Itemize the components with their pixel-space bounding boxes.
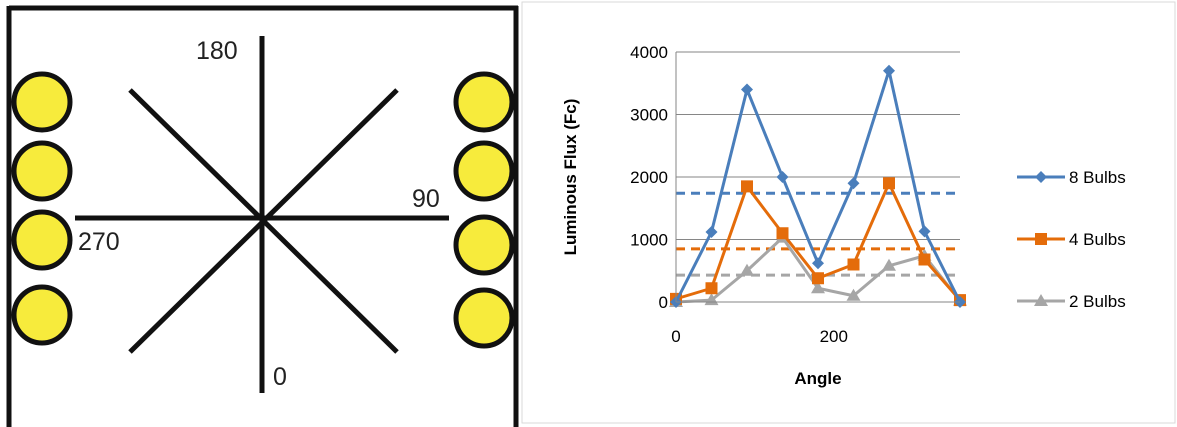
y-tick-label-4000: 4000	[630, 43, 668, 62]
axes-layer: 0 1000 2000 3000 4000 0 200	[630, 43, 960, 346]
x-tick-label-0: 0	[671, 327, 680, 346]
data-point-1-2	[741, 180, 753, 193]
data-point-0-1	[705, 226, 718, 238]
angle-label-0: 0	[273, 363, 287, 391]
legend-label-0: 8 Bulbs	[1069, 168, 1126, 187]
data-point-2-2	[740, 263, 754, 276]
bulb-right-2	[453, 140, 515, 202]
y-tick-label-0: 0	[659, 293, 668, 312]
bulb-left-1	[11, 71, 73, 133]
chart-frame	[521, 1, 1176, 424]
data-point-1-5	[847, 258, 860, 271]
bulb-left-2	[11, 140, 73, 202]
y-tick-label-2000: 2000	[630, 168, 668, 187]
angle-label-90: 90	[412, 185, 440, 213]
bulb-left-4	[11, 284, 73, 346]
data-point-0-5	[847, 177, 860, 190]
legend-marker-2	[1034, 294, 1048, 306]
data-point-1-4	[812, 272, 824, 285]
data-point-1-1	[705, 282, 718, 295]
data-point-2-5	[846, 288, 861, 301]
bulb-right-4	[453, 287, 515, 349]
bulb-right-1	[453, 71, 515, 133]
legend-marker-0	[1035, 171, 1047, 183]
legend-label-1: 4 Bulbs	[1069, 230, 1126, 249]
axis-line-diagonal-b	[128, 88, 399, 354]
x-axis-title: Angle	[794, 369, 841, 388]
data-point-0-4	[812, 257, 824, 270]
data-point-2-6	[882, 258, 896, 271]
legend-label-2: 2 Bulbs	[1069, 292, 1126, 311]
x-tick-label-200: 200	[820, 327, 848, 346]
data-point-1-7	[918, 253, 931, 266]
chart-legend: 8 Bulbs 4 Bulbs 2 Bulbs	[1017, 168, 1126, 311]
bulb-right-3	[453, 214, 515, 276]
data-point-2-4	[811, 281, 825, 294]
data-point-1-3	[776, 227, 789, 240]
y-tick-label-3000: 3000	[630, 106, 668, 125]
chart-panel: 0 1000 2000 3000 4000 0 200 Luminous Flux (Fc)…	[521, 1, 1176, 424]
angle-label-270: 270	[78, 228, 120, 256]
y-tick-label-1000: 1000	[630, 231, 668, 250]
y-axis-title: Luminous Flux (Fc)	[561, 99, 580, 256]
bulb-left-3	[11, 209, 73, 271]
angle-label-180: 180	[196, 37, 238, 65]
data-point-0-7	[918, 225, 931, 238]
light-box-diagram: 180 90 270 0	[6, 5, 519, 427]
data-point-0-3	[776, 171, 789, 183]
legend-marker-1	[1035, 233, 1047, 245]
data-point-1-6	[883, 177, 895, 190]
series-layer	[669, 64, 967, 308]
data-point-0-6	[883, 64, 895, 77]
data-point-0-2	[741, 83, 753, 96]
